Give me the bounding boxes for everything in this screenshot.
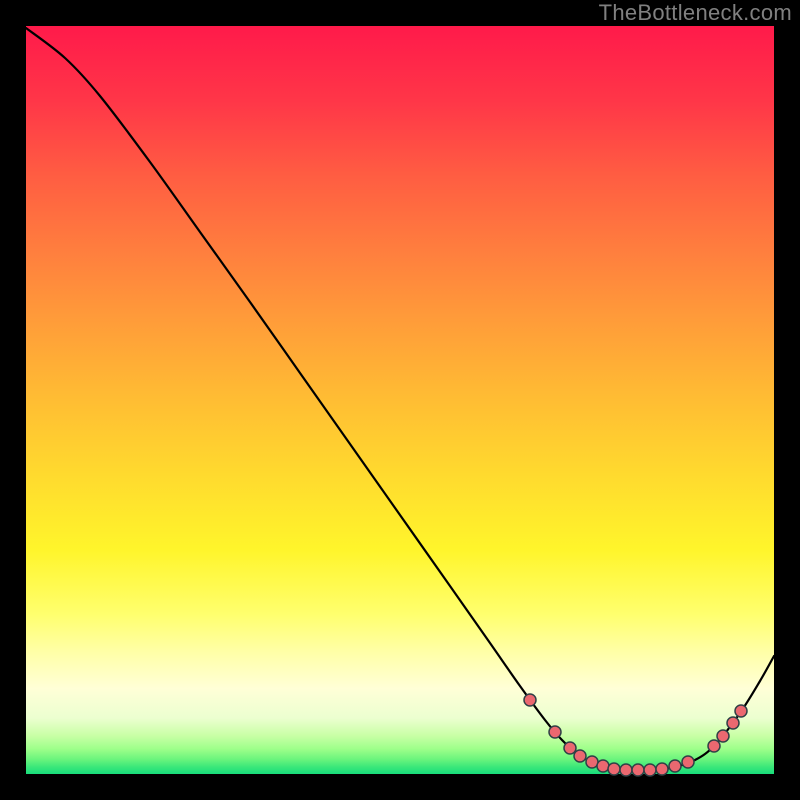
data-marker <box>682 756 694 768</box>
data-marker <box>656 763 668 775</box>
data-marker <box>586 756 598 768</box>
data-marker <box>717 730 729 742</box>
plot-background <box>26 26 774 774</box>
data-marker <box>735 705 747 717</box>
data-marker <box>524 694 536 706</box>
data-marker <box>644 764 656 776</box>
data-marker <box>597 760 609 772</box>
watermark-text: TheBottleneck.com <box>599 0 792 26</box>
data-marker <box>727 717 739 729</box>
data-marker <box>620 764 632 776</box>
chart-container: TheBottleneck.com <box>0 0 800 800</box>
data-marker <box>669 760 681 772</box>
data-marker <box>549 726 561 738</box>
data-marker <box>574 750 586 762</box>
data-marker <box>708 740 720 752</box>
data-marker <box>564 742 576 754</box>
data-marker <box>608 763 620 775</box>
bottleneck-chart <box>0 0 800 800</box>
data-marker <box>632 764 644 776</box>
